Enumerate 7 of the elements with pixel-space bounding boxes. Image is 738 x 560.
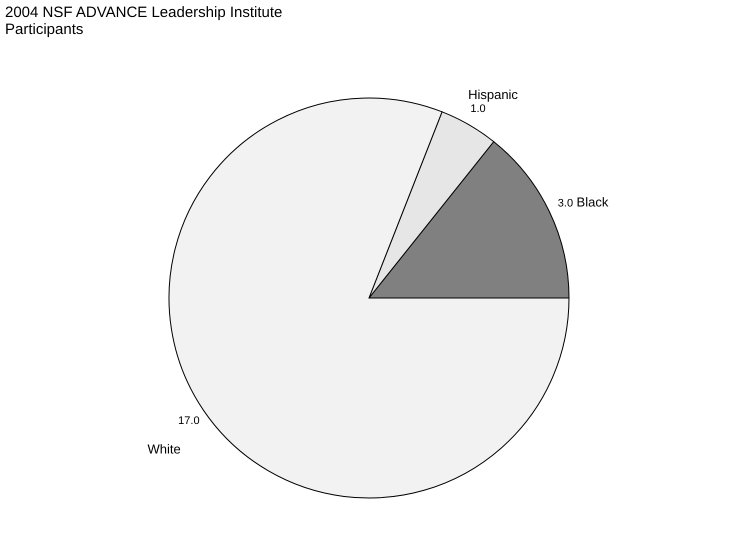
data-label: 3.0 <box>558 197 574 210</box>
slice-label: White <box>147 442 181 457</box>
slice-label: Black <box>576 194 609 210</box>
data-label: 1.0 <box>470 103 486 116</box>
data-label: 17.0 <box>178 414 200 427</box>
slice-label: Hispanic <box>468 87 518 102</box>
chart-title: 2004 NSF ADVANCE Leadership Institute Participants <box>5 4 282 38</box>
